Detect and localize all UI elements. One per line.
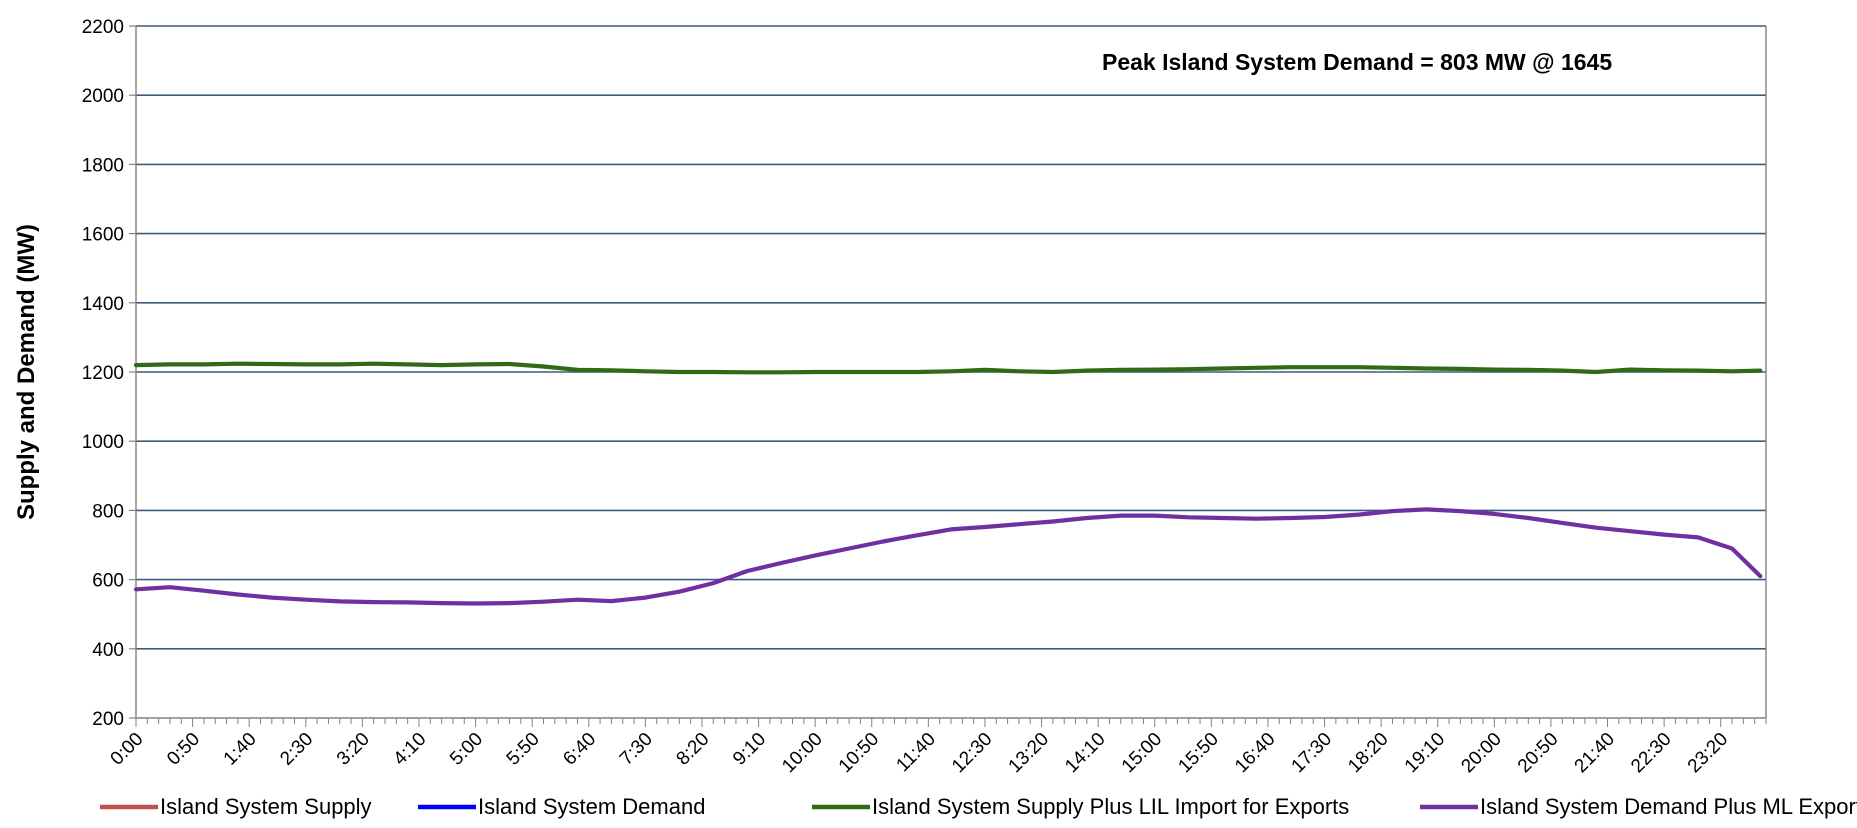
series-line-4: [133, 507, 1763, 606]
series-lines: [133, 361, 1763, 606]
y-tick-label: 800: [92, 501, 124, 522]
x-tick-label: 18:20: [1344, 729, 1392, 777]
y-tick-label: 2200: [82, 17, 124, 38]
y-tick-label: 1200: [82, 363, 124, 384]
x-tick-label: 0:50: [163, 729, 204, 770]
x-tick-label: 1:40: [220, 729, 261, 770]
x-tick-label: 16:40: [1231, 729, 1279, 777]
x-tick-label: 7:30: [616, 729, 657, 770]
x-tick-label: 0:00: [107, 729, 148, 770]
y-tick-label: 2000: [82, 86, 124, 107]
series-line-3: [133, 361, 1763, 375]
x-tick-label: 10:50: [835, 729, 883, 777]
legend: Island System Supply Island System Demand…: [100, 794, 1857, 819]
y-tick-label: 200: [92, 709, 124, 730]
legend-label-2: Island System Demand: [478, 794, 705, 819]
y-tick-label: 1600: [82, 225, 124, 246]
x-tick-label: 15:00: [1118, 729, 1166, 777]
y-axis-label: Supply and Demand (MW): [13, 224, 40, 520]
legend-label-4: Island System Demand Plus ML Exports: [1480, 794, 1857, 819]
x-tick-label: 12:30: [948, 729, 996, 777]
x-tick-label: 11:40: [892, 729, 939, 776]
x-tick-label: 4:10: [390, 729, 431, 770]
x-tick-label: 10:00: [778, 729, 826, 777]
x-tick-label: 22:30: [1627, 729, 1675, 777]
x-tick-label: 13:20: [1005, 729, 1053, 777]
x-tick-label: 5:50: [503, 729, 544, 770]
x-tick-label: 15:50: [1174, 729, 1222, 777]
x-tick-label: 19:10: [1401, 729, 1449, 777]
x-tick-label: 21:40: [1571, 729, 1619, 777]
x-tick-label: 2:30: [276, 729, 317, 770]
peak-annotation: Peak Island System Demand = 803 MW @ 164…: [1102, 49, 1612, 75]
x-tick-label: 8:20: [673, 729, 714, 770]
x-tick-label: 6:40: [559, 729, 600, 770]
x-tick-label: 23:20: [1684, 729, 1732, 777]
legend-label-1: Island System Supply: [160, 794, 372, 819]
x-axis-ticks: 0:00 0:50 1:40 2:30 3:20 4:10 5:00 5:50 6:40 7:30…: [107, 718, 1767, 777]
y-tick-label: 600: [92, 571, 124, 592]
x-tick-label: 20:50: [1514, 729, 1562, 777]
legend-label-3: Island System Supply Plus LIL Import for…: [872, 794, 1349, 819]
grid-lines: [136, 25, 1766, 650]
x-tick-label: 20:00: [1457, 729, 1505, 777]
y-tick-label: 1000: [82, 432, 124, 453]
y-tick-label: 1800: [82, 155, 124, 176]
x-tick-label: 5:00: [446, 729, 487, 770]
y-axis-ticks: 200 400 600 800 1000 1200 1400 1600 1800 2000 2200: [82, 17, 136, 730]
y-tick-label: 400: [92, 640, 124, 661]
x-tick-label: 14:10: [1061, 729, 1109, 777]
x-tick-label: 9:10: [729, 729, 770, 770]
y-tick-label: 1400: [82, 294, 124, 315]
x-tick-label: 3:20: [333, 729, 374, 770]
x-tick-label: 17:30: [1288, 729, 1336, 777]
